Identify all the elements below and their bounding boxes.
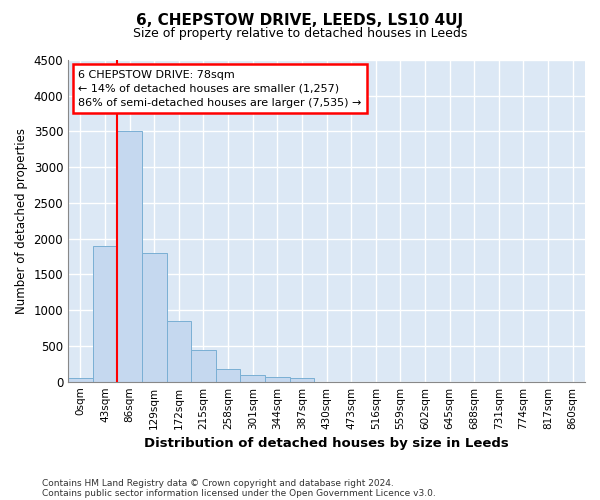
Bar	[241, 374, 265, 382]
Text: Size of property relative to detached houses in Leeds: Size of property relative to detached ho…	[133, 28, 467, 40]
Y-axis label: Number of detached properties: Number of detached properties	[15, 128, 28, 314]
Bar	[92, 246, 117, 382]
Bar	[191, 350, 216, 382]
Bar	[68, 378, 92, 382]
X-axis label: Distribution of detached houses by size in Leeds: Distribution of detached houses by size …	[144, 437, 509, 450]
Text: Contains public sector information licensed under the Open Government Licence v3: Contains public sector information licen…	[42, 488, 436, 498]
Text: 6, CHEPSTOW DRIVE, LEEDS, LS10 4UJ: 6, CHEPSTOW DRIVE, LEEDS, LS10 4UJ	[136, 12, 464, 28]
Bar	[117, 132, 142, 382]
Bar	[290, 378, 314, 382]
Bar	[142, 253, 167, 382]
Text: Contains HM Land Registry data © Crown copyright and database right 2024.: Contains HM Land Registry data © Crown c…	[42, 478, 394, 488]
Text: 6 CHEPSTOW DRIVE: 78sqm
← 14% of detached houses are smaller (1,257)
86% of semi: 6 CHEPSTOW DRIVE: 78sqm ← 14% of detache…	[79, 70, 362, 108]
Bar	[265, 378, 290, 382]
Bar	[216, 369, 241, 382]
Bar	[167, 321, 191, 382]
